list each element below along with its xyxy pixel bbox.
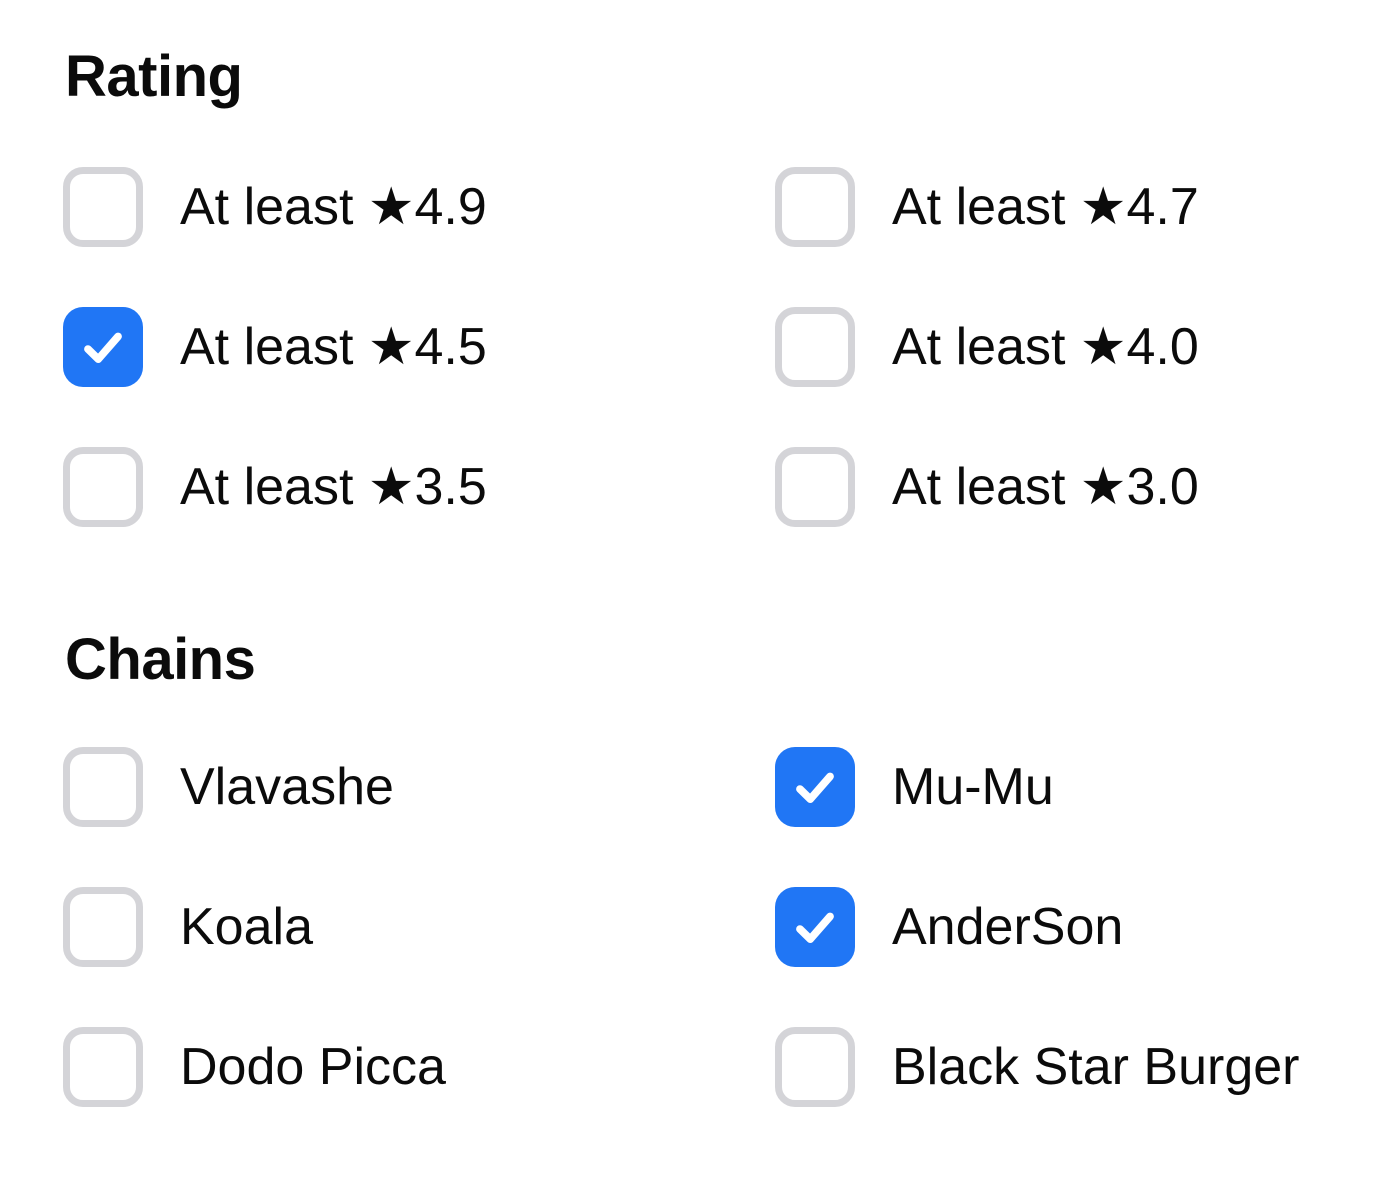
checkbox[interactable] (63, 166, 143, 247)
checkmark-icon (796, 912, 834, 944)
rating-option-at-least-3-0[interactable]: At least ★3.0 (775, 446, 1360, 527)
option-label: AnderSon (892, 898, 1124, 957)
checkbox[interactable] (775, 1027, 855, 1108)
rating-option-at-least-4-7[interactable]: At least ★4.7 (775, 166, 1360, 247)
option-label: At least ★3.0 (892, 457, 1199, 516)
option-label: At least ★4.0 (892, 317, 1199, 376)
checkbox[interactable] (63, 887, 143, 968)
chain-option-dodo-picca[interactable]: Dodo Picca (63, 1027, 775, 1108)
checkmark-icon (84, 332, 122, 363)
checkbox[interactable] (775, 166, 855, 247)
chain-option-mu-mu[interactable]: Mu-Mu (775, 747, 1360, 828)
chains-section: Chains Vlavashe Mu-Mu Koala (63, 627, 1360, 1108)
checkbox[interactable] (775, 446, 855, 527)
checkbox[interactable] (775, 306, 855, 387)
checkbox[interactable] (775, 747, 855, 828)
chain-option-vlavashe[interactable]: Vlavashe (63, 747, 775, 828)
option-label: Mu-Mu (892, 758, 1054, 817)
checkmark-icon (796, 772, 834, 804)
checkbox[interactable] (775, 887, 855, 968)
chains-section-title: Chains (65, 626, 256, 692)
rating-section-title: Rating (65, 44, 243, 109)
filters-panel: Rating At least ★4.9 At least ★4.7 At le… (63, 44, 1360, 1108)
option-label: At least ★3.5 (180, 457, 487, 516)
chain-option-koala[interactable]: Koala (63, 887, 775, 968)
rating-option-at-least-3-5[interactable]: At least ★3.5 (63, 446, 775, 527)
checkbox[interactable] (63, 446, 143, 527)
checkbox[interactable] (63, 747, 143, 828)
checkbox[interactable] (63, 1027, 143, 1108)
option-label: At least ★4.7 (892, 177, 1199, 236)
option-label: Black Star Burger (892, 1038, 1300, 1097)
option-label: At least ★4.9 (180, 177, 487, 236)
rating-option-at-least-4-9[interactable]: At least ★4.9 (63, 166, 775, 247)
option-label: At least ★4.5 (180, 317, 487, 376)
chains-options-grid: Vlavashe Mu-Mu Koala AnderSon (63, 747, 1360, 1108)
option-label: Vlavashe (180, 758, 394, 817)
rating-option-at-least-4-0[interactable]: At least ★4.0 (775, 306, 1360, 387)
option-label: Dodo Picca (180, 1038, 446, 1097)
chain-option-anderson[interactable]: AnderSon (775, 887, 1360, 968)
option-label: Koala (180, 898, 313, 957)
rating-option-at-least-4-5[interactable]: At least ★4.5 (63, 306, 775, 387)
rating-section: Rating At least ★4.9 At least ★4.7 At le… (63, 44, 1360, 527)
checkbox[interactable] (63, 306, 143, 387)
chain-option-black-star-burger[interactable]: Black Star Burger (775, 1027, 1360, 1108)
rating-options-grid: At least ★4.9 At least ★4.7 At least ★4.… (63, 166, 1360, 527)
